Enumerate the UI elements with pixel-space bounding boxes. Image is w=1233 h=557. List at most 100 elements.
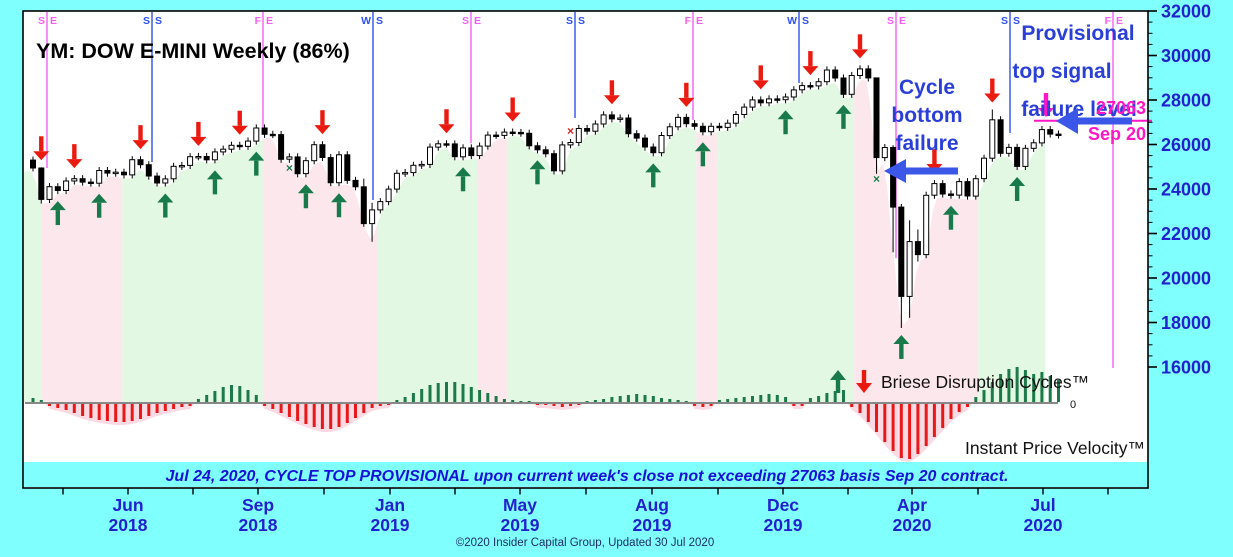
cycle-line-letter-left: S xyxy=(566,15,573,27)
x-axis-label-month: Apr xyxy=(897,495,927,515)
up-arrow-icon xyxy=(694,142,711,152)
ipv-bar-up xyxy=(1023,370,1027,402)
arrow-shaft xyxy=(857,34,863,50)
ipv-bar-down xyxy=(866,404,870,422)
provisional-top-annotation: Provisional top signal failure level 270… xyxy=(1012,22,1146,144)
candle-down xyxy=(236,144,243,148)
ipv-bar-up xyxy=(825,393,829,402)
ipv-bar-down xyxy=(320,404,324,429)
ipv-bar-up xyxy=(494,396,498,402)
phase-band-p xyxy=(854,79,979,403)
down-arrow-icon xyxy=(678,97,695,107)
candle-up xyxy=(63,180,70,191)
y-axis-label: 16000 xyxy=(1161,358,1211,378)
candle-down xyxy=(121,171,127,176)
candle-down xyxy=(898,206,905,297)
level-left-arrow-icon xyxy=(1056,108,1078,134)
up-arrow-icon xyxy=(248,151,265,161)
ipv-bar-up xyxy=(469,387,473,402)
candle-up xyxy=(575,128,582,143)
arrow-shaft xyxy=(535,169,540,185)
y-axis-label: 20000 xyxy=(1161,269,1211,289)
up-arrow-icon xyxy=(893,334,910,344)
cycle-line-letter-left: S xyxy=(143,15,150,27)
candle-up xyxy=(749,99,756,108)
candle-down xyxy=(1014,146,1021,167)
candle-down xyxy=(352,179,359,188)
arrow-shaft xyxy=(320,110,325,126)
ipv-bar-up xyxy=(1040,372,1044,402)
ipv-bar-down xyxy=(949,404,953,419)
candle-up xyxy=(1022,147,1029,167)
ipv-bar-down xyxy=(271,404,275,409)
candle-up xyxy=(385,188,392,203)
ipv-bar-up xyxy=(717,400,721,402)
arrow-shaft xyxy=(212,179,218,195)
candle-up xyxy=(675,116,682,128)
candle-up xyxy=(96,170,103,184)
phase-band-p xyxy=(696,130,717,402)
candle-down xyxy=(650,146,657,154)
candle-up xyxy=(311,144,318,162)
ipv-bar-down xyxy=(304,404,308,424)
candle-down xyxy=(633,133,640,139)
candle-up xyxy=(1038,129,1045,144)
ipv-bar-up xyxy=(660,398,663,402)
candle-down xyxy=(54,186,61,191)
up-arrow-icon xyxy=(1009,176,1026,186)
down-arrow-icon xyxy=(852,49,868,59)
ipv-bar-down xyxy=(354,404,357,418)
candle-up xyxy=(484,134,491,147)
candle-up xyxy=(782,96,789,101)
ipv-bar-down xyxy=(370,404,374,408)
candle-up xyxy=(592,123,599,132)
ipv-bar-down xyxy=(345,404,349,423)
candle-down xyxy=(551,153,557,172)
candle-up xyxy=(162,178,169,184)
candle-up xyxy=(931,183,938,196)
candle-up xyxy=(112,171,119,175)
candle-up xyxy=(989,119,996,159)
x-axis-label-year: 2018 xyxy=(239,515,278,535)
ipv-bar-up xyxy=(676,400,680,402)
arrow-shaft xyxy=(990,78,995,94)
y-axis-label: 32000 xyxy=(1161,2,1211,22)
ipv-bar-up xyxy=(511,400,515,402)
ipv-bar-up xyxy=(1015,367,1019,402)
candle-up xyxy=(211,151,218,161)
ipv-bar-down xyxy=(941,404,945,428)
up-arrow-icon xyxy=(645,163,662,173)
down-arrow-icon xyxy=(190,136,207,146)
cycle-bottom-line3: failure xyxy=(895,132,958,155)
cycle-line-letter-right: S xyxy=(802,15,809,27)
ipv-bar-down xyxy=(122,404,126,422)
candle-up xyxy=(427,146,433,165)
candle-down xyxy=(294,156,301,175)
phase-band-p xyxy=(41,176,123,402)
arrow-shaft xyxy=(336,202,342,218)
cycle-line-letter-right: S xyxy=(376,15,383,27)
ipv-bar-down xyxy=(362,404,366,413)
candle-up xyxy=(71,178,78,182)
x-axis-label-month: Sep xyxy=(242,495,274,515)
candle-up xyxy=(658,135,665,154)
candle-up xyxy=(815,81,822,87)
cycle-line-letter-right: E xyxy=(266,15,273,27)
ipv-bar-up xyxy=(775,395,779,402)
ipv-bar-down xyxy=(891,404,895,451)
candle-up xyxy=(956,181,963,196)
arrow-shaft xyxy=(841,113,846,129)
ipv-bar-down xyxy=(378,404,382,406)
candle-down xyxy=(509,131,516,135)
ipv-bar-up xyxy=(593,400,597,402)
candle-down xyxy=(145,164,152,177)
ipv-bar-down xyxy=(908,404,912,459)
down-arrow-icon xyxy=(802,66,819,76)
footer-strip xyxy=(24,462,1147,487)
candle-up xyxy=(823,69,830,83)
candle-up xyxy=(981,157,987,180)
arrow-shaft xyxy=(948,214,954,230)
candle-up xyxy=(187,156,194,166)
copyright: ©2020 Insider Capital Group, Updated 30 … xyxy=(456,537,714,549)
